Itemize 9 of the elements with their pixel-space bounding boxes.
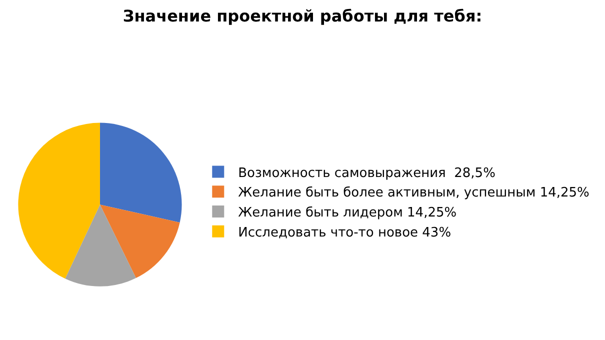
legend-label: Желание быть более активным, успешным 14,25% [238, 186, 590, 201]
chart-title: Значение проектной работы для тебя: [122, 6, 482, 26]
pie-slice [100, 204, 180, 278]
legend-label: Исследовать что-то новое 43% [238, 225, 452, 240]
pie-slice [18, 122, 100, 279]
pie-slice [65, 204, 136, 286]
pie-slice [100, 122, 182, 222]
legend-label: Желание быть лидером 14,25% [238, 206, 457, 221]
legend-label: Возможность самовыражения 28,5% [238, 166, 496, 181]
